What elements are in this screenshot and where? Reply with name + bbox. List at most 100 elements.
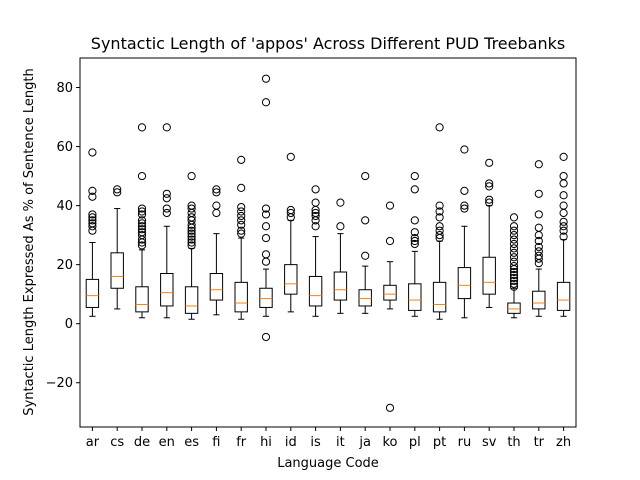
flier-tr-5	[534, 236, 543, 246]
flier-it-0	[336, 222, 345, 231]
flier-ar-4	[88, 213, 97, 222]
flier-es-2	[187, 235, 196, 244]
box-pt	[432, 123, 447, 320]
flier-de-0	[137, 241, 147, 250]
flier-zh-6	[559, 191, 568, 200]
x-tick-label-id: id	[285, 435, 297, 450]
flier-de-12	[137, 171, 147, 181]
iqr-box-de	[135, 286, 149, 313]
flier-is-2	[311, 211, 320, 221]
flier-sv-4	[485, 158, 494, 167]
flier-de-13	[137, 123, 147, 132]
box-en	[160, 123, 174, 319]
flier-hi-8	[261, 74, 271, 83]
x-tick-label-fi: fi	[212, 435, 220, 450]
flier-tr-2	[534, 251, 543, 260]
y-tick-label-80: 80	[56, 81, 73, 96]
x-tick-label-fr: fr	[236, 435, 247, 450]
flier-de-9	[137, 210, 147, 219]
flier-pt-1	[435, 231, 444, 240]
flier-ko-2	[385, 201, 395, 210]
flier-sv-1	[485, 195, 494, 204]
flier-de-11	[137, 204, 147, 213]
box-zh	[556, 152, 571, 317]
iqr-box-cs	[110, 252, 124, 289]
flier-sv-2	[485, 182, 494, 191]
flier-ar-1	[88, 222, 97, 231]
flier-ja-1	[361, 216, 370, 225]
flier-fr-8	[237, 155, 246, 164]
y-tick-label-40: 40	[56, 199, 73, 214]
flier-zh-1	[559, 226, 568, 235]
flier-zh-4	[559, 208, 568, 218]
box-id	[284, 152, 298, 313]
iqr-box-pl	[408, 283, 422, 311]
flier-tr-3	[534, 247, 543, 256]
flier-th-9	[509, 253, 519, 262]
flier-pl-6	[410, 171, 419, 181]
iqr-box-tr	[532, 290, 546, 310]
flier-pt-3	[435, 222, 444, 231]
flier-sv-0	[485, 198, 494, 207]
box-de	[135, 123, 149, 319]
flier-pt-2	[435, 226, 444, 235]
iqr-box-ko	[383, 284, 397, 301]
flier-es-11	[187, 204, 196, 213]
flier-es-5	[187, 226, 196, 235]
flier-th-11	[509, 244, 519, 253]
flier-ja-0	[361, 251, 370, 260]
flier-hi-3	[261, 233, 271, 243]
x-tick-label-ar: ar	[86, 435, 100, 450]
flier-th-15	[509, 226, 519, 235]
iqr-box-ar	[85, 278, 100, 308]
flier-tr-4	[534, 242, 543, 252]
x-tick-label-tr: tr	[534, 435, 545, 450]
x-tick-label-is: is	[310, 435, 321, 450]
flier-fr-6	[237, 202, 246, 212]
flier-fr-2	[237, 220, 246, 229]
plot-area	[85, 74, 571, 412]
flier-de-3	[137, 231, 147, 240]
flier-th-2	[509, 276, 519, 285]
flier-ru-3	[460, 145, 469, 154]
box-ar	[85, 148, 100, 317]
flier-sv-3	[485, 179, 494, 188]
flier-th-3	[509, 273, 519, 283]
flier-zh-7	[559, 179, 568, 188]
y-tick-label-60: 60	[56, 140, 73, 155]
flier-en-4	[162, 123, 171, 132]
flier-hi-4	[261, 222, 271, 231]
box-th	[507, 213, 521, 319]
x-tick-label-th: th	[507, 435, 520, 450]
y-tick-label-20: 20	[56, 258, 73, 273]
flier-de-6	[137, 222, 147, 231]
x-tick-label-ja: ja	[358, 435, 371, 450]
flier-is-3	[311, 208, 320, 218]
box-fr	[234, 155, 248, 320]
box-pl	[408, 171, 422, 317]
flier-zh-8	[559, 171, 568, 181]
flier-pl-3	[410, 228, 419, 237]
flier-it-1	[336, 198, 345, 207]
iqr-box-pt	[432, 281, 447, 313]
x-tick-label-sv: sv	[482, 435, 497, 450]
x-axis-label: Language Code	[277, 456, 379, 471]
flier-th-13	[509, 235, 519, 244]
flier-hi-7	[261, 98, 271, 107]
y-tick-label--20: −20	[46, 376, 73, 391]
flier-es-12	[187, 201, 196, 210]
box-ru	[457, 145, 472, 319]
flier-de-4	[137, 228, 147, 237]
flier-th-17	[509, 213, 519, 222]
flier-is-6	[311, 185, 320, 194]
iqr-box-ru	[457, 267, 472, 300]
flier-tr-8	[534, 210, 543, 219]
flier-id-2	[286, 205, 295, 215]
flier-th-0	[509, 282, 519, 291]
box-fi	[209, 185, 224, 316]
flier-ar-7	[88, 186, 97, 195]
flier-th-1	[509, 279, 519, 288]
flier-ar-2	[88, 219, 97, 228]
flier-th-5	[509, 267, 519, 277]
flier-th-14	[509, 231, 519, 240]
